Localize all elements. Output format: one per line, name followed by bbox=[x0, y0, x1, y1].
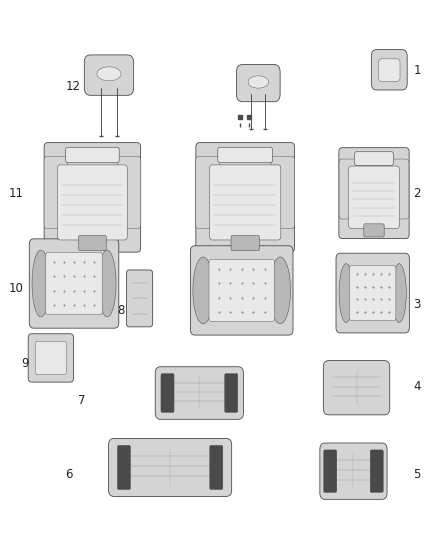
FancyBboxPatch shape bbox=[324, 450, 337, 492]
Text: 11: 11 bbox=[9, 187, 24, 200]
Text: 8: 8 bbox=[118, 304, 125, 317]
FancyBboxPatch shape bbox=[29, 239, 119, 328]
FancyBboxPatch shape bbox=[320, 443, 387, 499]
FancyBboxPatch shape bbox=[161, 374, 174, 413]
FancyBboxPatch shape bbox=[57, 165, 127, 240]
FancyBboxPatch shape bbox=[225, 374, 238, 413]
FancyBboxPatch shape bbox=[84, 55, 134, 95]
Text: 7: 7 bbox=[78, 394, 86, 407]
FancyBboxPatch shape bbox=[271, 156, 295, 228]
FancyBboxPatch shape bbox=[44, 156, 67, 228]
FancyBboxPatch shape bbox=[218, 147, 272, 163]
FancyBboxPatch shape bbox=[209, 260, 274, 321]
FancyBboxPatch shape bbox=[196, 156, 219, 228]
FancyBboxPatch shape bbox=[354, 152, 394, 165]
FancyBboxPatch shape bbox=[209, 165, 281, 240]
Ellipse shape bbox=[339, 264, 353, 322]
FancyBboxPatch shape bbox=[370, 450, 383, 492]
Text: 9: 9 bbox=[21, 357, 29, 370]
Text: 5: 5 bbox=[413, 469, 420, 481]
FancyBboxPatch shape bbox=[349, 166, 399, 229]
FancyBboxPatch shape bbox=[378, 59, 400, 82]
FancyBboxPatch shape bbox=[210, 446, 223, 489]
Ellipse shape bbox=[32, 250, 50, 317]
FancyBboxPatch shape bbox=[35, 341, 67, 375]
FancyBboxPatch shape bbox=[28, 334, 74, 382]
Ellipse shape bbox=[392, 264, 406, 322]
Text: 10: 10 bbox=[9, 282, 23, 295]
FancyBboxPatch shape bbox=[155, 367, 244, 419]
FancyBboxPatch shape bbox=[323, 361, 390, 415]
FancyBboxPatch shape bbox=[117, 446, 131, 489]
FancyBboxPatch shape bbox=[117, 156, 141, 228]
FancyBboxPatch shape bbox=[391, 159, 409, 219]
FancyBboxPatch shape bbox=[237, 64, 280, 102]
Ellipse shape bbox=[248, 76, 268, 88]
Text: 2: 2 bbox=[413, 187, 421, 200]
FancyBboxPatch shape bbox=[66, 147, 119, 163]
FancyBboxPatch shape bbox=[336, 253, 410, 333]
FancyBboxPatch shape bbox=[231, 236, 259, 251]
FancyBboxPatch shape bbox=[191, 246, 293, 335]
FancyBboxPatch shape bbox=[339, 159, 357, 219]
Text: 12: 12 bbox=[65, 80, 80, 93]
FancyBboxPatch shape bbox=[371, 50, 407, 90]
FancyBboxPatch shape bbox=[127, 270, 152, 327]
Ellipse shape bbox=[97, 67, 121, 81]
Text: 6: 6 bbox=[65, 469, 73, 481]
FancyBboxPatch shape bbox=[46, 253, 102, 314]
Ellipse shape bbox=[193, 257, 214, 324]
Text: 3: 3 bbox=[413, 298, 420, 311]
Ellipse shape bbox=[98, 250, 116, 317]
FancyBboxPatch shape bbox=[350, 265, 396, 321]
FancyBboxPatch shape bbox=[44, 143, 141, 252]
FancyBboxPatch shape bbox=[196, 143, 294, 252]
Ellipse shape bbox=[270, 257, 290, 324]
FancyBboxPatch shape bbox=[364, 224, 384, 237]
Text: 4: 4 bbox=[413, 379, 421, 393]
FancyBboxPatch shape bbox=[339, 148, 409, 239]
FancyBboxPatch shape bbox=[109, 439, 232, 496]
FancyBboxPatch shape bbox=[78, 236, 106, 251]
Text: 1: 1 bbox=[413, 64, 421, 77]
